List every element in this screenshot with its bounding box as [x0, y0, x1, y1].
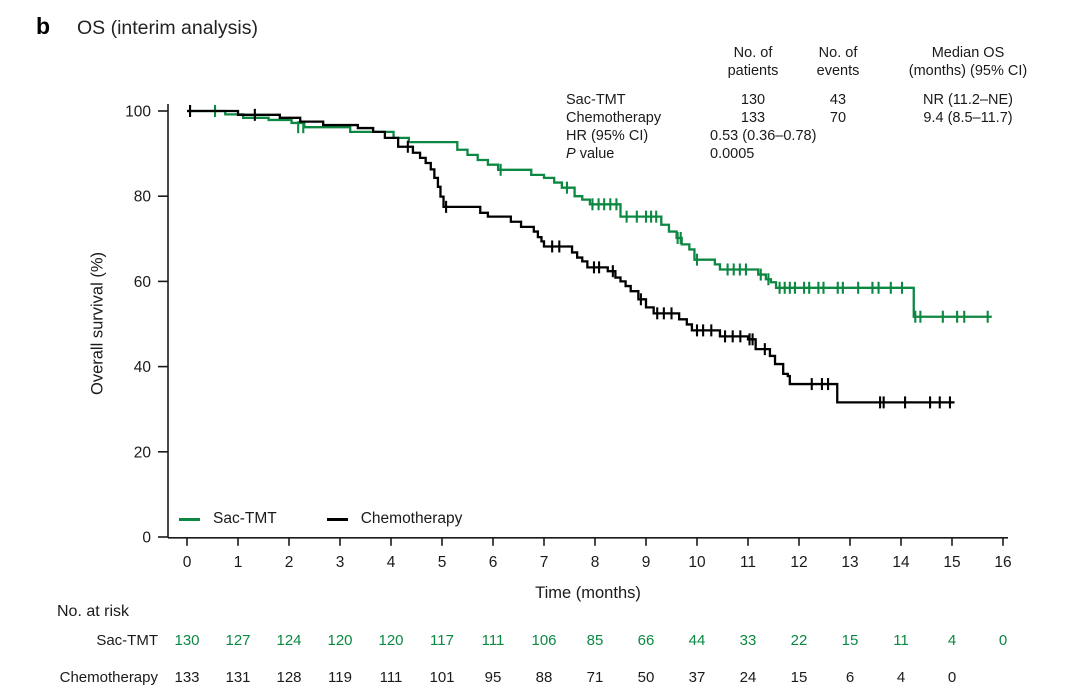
legend-line-swatch-sac-tmt — [179, 517, 200, 521]
plot-legend: Sac-TMT Chemotherapy — [179, 510, 462, 528]
risk-count: 85 — [586, 632, 604, 649]
stats-chemotherapy-events: 70 — [829, 110, 847, 126]
risk-count: 37 — [688, 669, 706, 686]
legend-item-sac-tmt: Sac-TMT — [179, 510, 277, 528]
x-axis-tick-label: 14 — [892, 554, 910, 571]
legend-line-swatch-chemotherapy — [326, 517, 348, 521]
y-axis-tick-label: 100 — [125, 104, 151, 121]
risk-count: 133 — [174, 669, 200, 686]
x-axis-tick-label: 7 — [540, 554, 549, 571]
risk-count: 117 — [430, 632, 454, 649]
risk-count: 111 — [379, 669, 403, 686]
x-axis-tick-label: 4 — [387, 554, 396, 571]
legend-label-chemotherapy: Chemotherapy — [360, 510, 463, 527]
stats-chemotherapy-patients: 133 — [740, 110, 766, 126]
stats-hr-value: 0.53 (0.36–0.78) — [710, 128, 817, 144]
legend-label-sac-tmt: Sac-TMT — [213, 510, 277, 527]
risk-count: 4 — [896, 669, 906, 686]
x-axis-tick-label: 12 — [790, 554, 807, 571]
risk-count: 6 — [845, 669, 855, 686]
panel-label: b — [36, 13, 51, 39]
risk-count: 44 — [688, 632, 706, 649]
risk-count: 124 — [276, 632, 302, 649]
risk-count: 101 — [429, 669, 455, 686]
stats-header-median-os: Median OS (months) (95% CI) — [908, 45, 1028, 79]
risk-count: 71 — [586, 669, 604, 686]
risk-count: 130 — [174, 632, 200, 649]
km-curve-sac-tmt — [187, 109, 992, 318]
risk-count: 127 — [225, 632, 251, 649]
risk-count: 106 — [531, 632, 557, 649]
x-axis-tick-label: 9 — [642, 554, 651, 571]
x-axis-tick-label: 15 — [943, 554, 960, 571]
x-axis-tick-label: 13 — [841, 554, 858, 571]
stats-header-events: No. of events — [816, 45, 860, 79]
y-axis-tick-label: 0 — [142, 530, 151, 547]
risk-count: 88 — [535, 669, 553, 686]
stats-pvalue-label-rest: value — [575, 146, 615, 162]
x-axis-tick-label: 1 — [234, 554, 243, 571]
risk-count: 0 — [947, 669, 957, 686]
stats-pvalue-label: P value — [566, 145, 710, 163]
y-axis-tick-label: 40 — [134, 359, 152, 376]
risk-row-label: Chemotherapy — [59, 669, 158, 686]
legend-item-chemotherapy: Chemotherapy — [326, 510, 463, 528]
x-axis-tick-label: 16 — [994, 554, 1011, 571]
x-axis-tick-label: 0 — [183, 554, 192, 571]
risk-count: 22 — [790, 632, 808, 649]
x-axis-tick-label: 3 — [336, 554, 345, 571]
risk-count: 33 — [739, 632, 757, 649]
panel-title: OS (interim analysis) — [77, 17, 258, 39]
x-axis-title: Time (months) — [535, 584, 641, 602]
x-axis-tick-label: 2 — [285, 554, 294, 571]
risk-row-chemotherapy: Chemotherapy 133 131 128 119 111 101 95 88 71 50 37… — [0, 669, 1065, 689]
risk-count: 0 — [998, 632, 1008, 649]
risk-count: 15 — [790, 669, 808, 686]
y-axis-tick-label: 60 — [134, 274, 152, 291]
x-axis-tick-label: 11 — [740, 554, 756, 571]
stats-row-label-sac-tmt: Sac-TMT — [566, 92, 626, 108]
risk-count: 66 — [637, 632, 655, 649]
risk-count: 119 — [328, 669, 352, 686]
stats-header-patients: No. of patients — [727, 45, 779, 79]
risk-count: 120 — [327, 632, 353, 649]
x-axis-tick-label: 5 — [438, 554, 447, 571]
risk-count: 50 — [637, 669, 655, 686]
x-axis-tick-label: 8 — [591, 554, 600, 571]
stats-sac-tmt-events: 43 — [829, 92, 847, 108]
risk-count: 128 — [276, 669, 302, 686]
risk-table-header: No. at risk — [57, 603, 130, 620]
risk-count: 111 — [481, 632, 505, 649]
risk-count: 11 — [893, 632, 909, 649]
stats-row-label-chemotherapy: Chemotherapy — [566, 110, 662, 126]
x-axis-tick-label: 6 — [489, 554, 498, 571]
y-axis-tick-label: 80 — [134, 189, 152, 206]
stats-hr-label: HR (95% CI) — [566, 128, 649, 144]
y-axis-tick-label: 20 — [134, 444, 152, 461]
risk-count: 120 — [378, 632, 404, 649]
x-axis-tick-label: 10 — [688, 554, 706, 571]
stats-sac-tmt-patients: 130 — [740, 92, 766, 108]
risk-row-sac-tmt: Sac-TMT 130 127 124 120 120 117 111 106 85 66 44 33 2… — [0, 632, 1065, 652]
stats-table: No. of patients No. of events Median OS … — [566, 44, 1056, 163]
risk-count: 95 — [484, 669, 502, 686]
stats-sac-tmt-median: NR (11.2–NE) — [923, 92, 1013, 108]
risk-count: 131 — [225, 669, 251, 686]
stats-pvalue-label-italic: P — [566, 146, 576, 162]
stats-chemotherapy-median: 9.4 (8.5–11.7) — [923, 110, 1013, 126]
risk-count: 4 — [947, 632, 957, 649]
risk-count: 24 — [739, 669, 757, 686]
risk-row-label: Sac-TMT — [96, 632, 158, 649]
km-curve-chemotherapy — [187, 109, 955, 404]
risk-count: 15 — [841, 632, 859, 649]
stats-pvalue-value: 0.0005 — [710, 146, 755, 162]
y-axis-title: Overall survival (%) — [88, 251, 107, 396]
